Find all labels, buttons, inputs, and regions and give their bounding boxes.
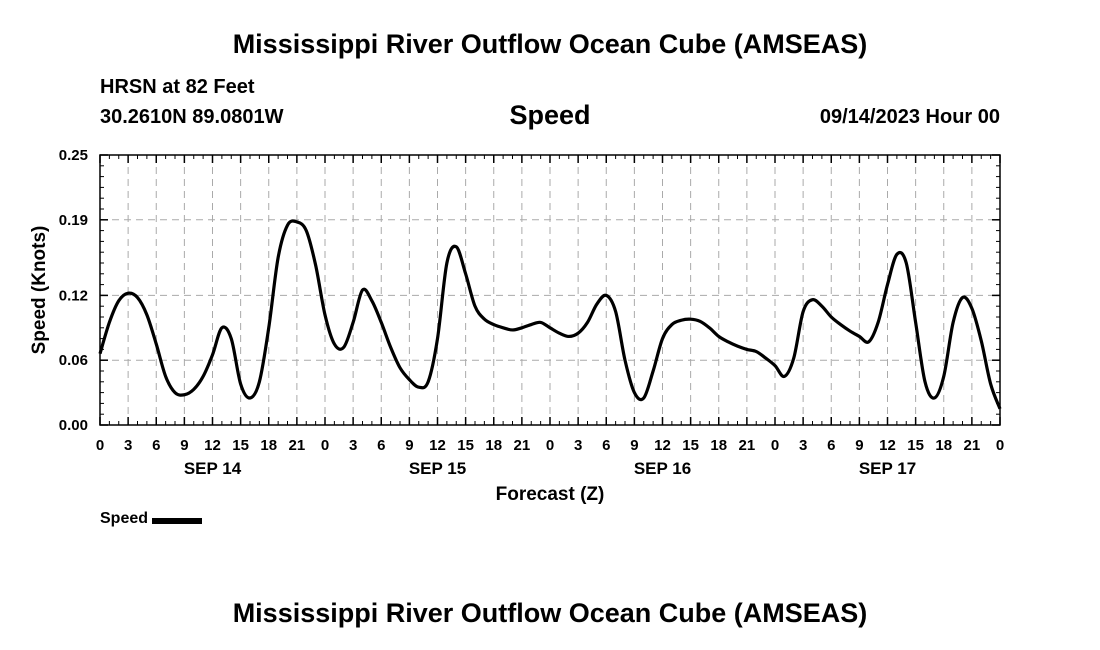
x-tick-label: 12 xyxy=(654,437,671,454)
station-label: HRSN at 82 Feet xyxy=(100,76,255,98)
x-tick-label: 18 xyxy=(485,437,502,454)
day-label: SEP 14 xyxy=(184,459,242,478)
x-tick-label: 12 xyxy=(429,437,446,454)
x-tick-label: 6 xyxy=(827,437,835,454)
x-tick-label: 6 xyxy=(377,437,385,454)
x-tick-label: 0 xyxy=(546,437,554,454)
x-tick-label: 3 xyxy=(574,437,582,454)
x-tick-label: 6 xyxy=(152,437,160,454)
y-tick-label: 0.06 xyxy=(59,352,88,369)
x-tick-label: 9 xyxy=(855,437,863,454)
chart-main-title: Mississippi River Outflow Ocean Cube (AM… xyxy=(232,29,868,59)
x-tick-label: 3 xyxy=(349,437,357,454)
speed-series-line xyxy=(98,219,1002,410)
y-tick-label: 0.19 xyxy=(59,212,88,229)
x-tick-label: 0 xyxy=(96,437,104,454)
x-tick-label: 15 xyxy=(457,437,474,454)
forecast-date: 09/14/2023 Hour 00 xyxy=(819,106,1000,128)
x-tick-label: 21 xyxy=(289,437,306,454)
x-tick-label: 3 xyxy=(799,437,807,454)
y-axis-title: Speed (Knots) xyxy=(29,226,50,355)
x-tick-label: 18 xyxy=(260,437,277,454)
x-tick-label: 15 xyxy=(682,437,699,454)
x-tick-label: 0 xyxy=(996,437,1004,454)
x-tick-label: 0 xyxy=(321,437,329,454)
x-tick-label: 21 xyxy=(739,437,756,454)
legend-swatch xyxy=(152,517,203,524)
day-label: SEP 15 xyxy=(409,459,466,478)
y-tick-label: 0.25 xyxy=(59,147,88,164)
x-tick-label: 12 xyxy=(879,437,896,454)
x-tick-label: 15 xyxy=(907,437,924,454)
footer-title: Mississippi River Outflow Ocean Cube (AM… xyxy=(232,598,868,628)
x-tick-label: 18 xyxy=(935,437,952,454)
plot-frame xyxy=(99,154,1001,426)
station-coordinates: 30.2610N 89.0801W xyxy=(100,106,284,128)
y-tick-label: 0.00 xyxy=(59,417,88,434)
x-tick-label: 21 xyxy=(514,437,531,454)
legend-label: Speed xyxy=(100,510,149,527)
day-label: SEP 16 xyxy=(634,459,691,478)
x-tick-label: 15 xyxy=(232,437,249,454)
x-tick-label: 0 xyxy=(771,437,779,454)
day-label: SEP 17 xyxy=(859,459,916,478)
y-tick-label: 0.12 xyxy=(59,287,88,304)
x-tick-label: 6 xyxy=(602,437,610,454)
chart-legend: Speed xyxy=(100,510,203,528)
x-tick-label: 21 xyxy=(964,437,981,454)
x-axis-title: Forecast (Z) xyxy=(496,484,605,505)
x-tick-label: 3 xyxy=(124,437,132,454)
x-tick-label: 18 xyxy=(710,437,727,454)
x-tick-label: 12 xyxy=(204,437,221,454)
x-tick-label: 9 xyxy=(405,437,413,454)
x-tick-label: 9 xyxy=(630,437,638,454)
variable-title: Speed xyxy=(509,100,591,130)
x-tick-label: 9 xyxy=(180,437,188,454)
